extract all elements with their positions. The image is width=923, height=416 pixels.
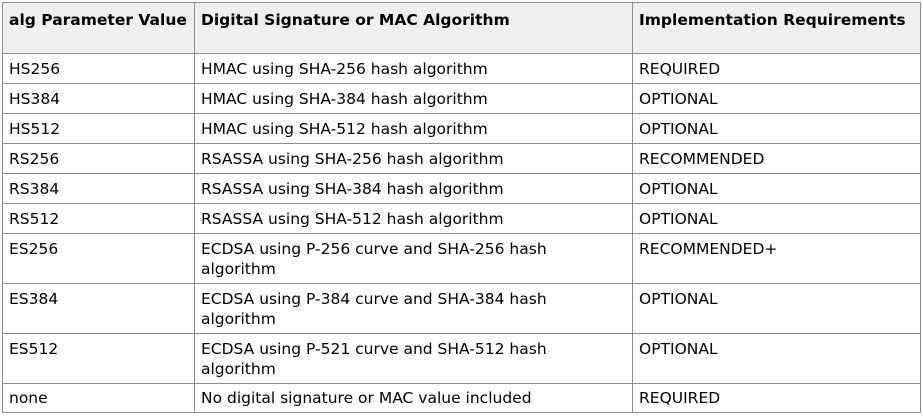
table-row: RS384 RSASSA using SHA-384 hash algorith…: [2, 173, 921, 204]
requirement-cell: OPTIONAL: [632, 113, 921, 144]
alg-value-cell: ES384: [2, 283, 195, 334]
requirement-cell: OPTIONAL: [632, 203, 921, 234]
requirement-cell: OPTIONAL: [632, 83, 921, 114]
requirement-cell: REQUIRED: [632, 53, 921, 84]
table-row: none No digital signature or MAC value i…: [2, 383, 921, 413]
alg-value-cell: none: [2, 383, 195, 413]
alg-value-cell: HS384: [2, 83, 195, 114]
alg-value-cell: RS256: [2, 143, 195, 174]
alg-value-cell: ES256: [2, 233, 195, 284]
table-row: HS384 HMAC using SHA-384 hash algorithm …: [2, 83, 921, 114]
alg-value-cell: HS512: [2, 113, 195, 144]
algorithm-description-cell: ECDSA using P-384 curve and SHA-384 hash…: [194, 283, 633, 334]
algorithm-description-cell: ECDSA using P-521 curve and SHA-512 hash…: [194, 333, 633, 384]
table-row: HS256 HMAC using SHA-256 hash algorithm …: [2, 53, 921, 84]
requirement-cell: RECOMMENDED: [632, 143, 921, 174]
algorithm-description-cell: HMAC using SHA-384 hash algorithm: [194, 83, 633, 114]
requirement-cell: OPTIONAL: [632, 173, 921, 204]
requirement-cell: OPTIONAL: [632, 333, 921, 384]
table-row: HS512 HMAC using SHA-512 hash algorithm …: [2, 113, 921, 144]
requirement-cell: OPTIONAL: [632, 283, 921, 334]
algorithm-description-cell: ECDSA using P-256 curve and SHA-256 hash…: [194, 233, 633, 284]
alg-value-cell: HS256: [2, 53, 195, 84]
table-row: RS512 RSASSA using SHA-512 hash algorith…: [2, 203, 921, 234]
header-alg-parameter-value: alg Parameter Value: [2, 2, 195, 54]
table-row: ES384 ECDSA using P-384 curve and SHA-38…: [2, 283, 921, 334]
algorithm-description-cell: HMAC using SHA-512 hash algorithm: [194, 113, 633, 144]
table-header-row: alg Parameter Value Digital Signature or…: [2, 2, 921, 54]
alg-value-cell: RS384: [2, 173, 195, 204]
algorithm-description-cell: RSASSA using SHA-384 hash algorithm: [194, 173, 633, 204]
algorithm-description-cell: RSASSA using SHA-512 hash algorithm: [194, 203, 633, 234]
table-row: ES512 ECDSA using P-521 curve and SHA-51…: [2, 333, 921, 384]
algorithm-description-cell: RSASSA using SHA-256 hash algorithm: [194, 143, 633, 174]
alg-value-cell: ES512: [2, 333, 195, 384]
header-implementation-requirements: Implementation Requirements: [632, 2, 921, 54]
requirement-cell: RECOMMENDED+: [632, 233, 921, 284]
algorithm-description-cell: No digital signature or MAC value includ…: [194, 383, 633, 413]
algorithm-description-cell: HMAC using SHA-256 hash algorithm: [194, 53, 633, 84]
requirement-cell: REQUIRED: [632, 383, 921, 413]
alg-value-cell: RS512: [2, 203, 195, 234]
header-signature-algorithm: Digital Signature or MAC Algorithm: [194, 2, 633, 54]
table-row: RS256 RSASSA using SHA-256 hash algorith…: [2, 143, 921, 174]
table-row: ES256 ECDSA using P-256 curve and SHA-25…: [2, 233, 921, 284]
